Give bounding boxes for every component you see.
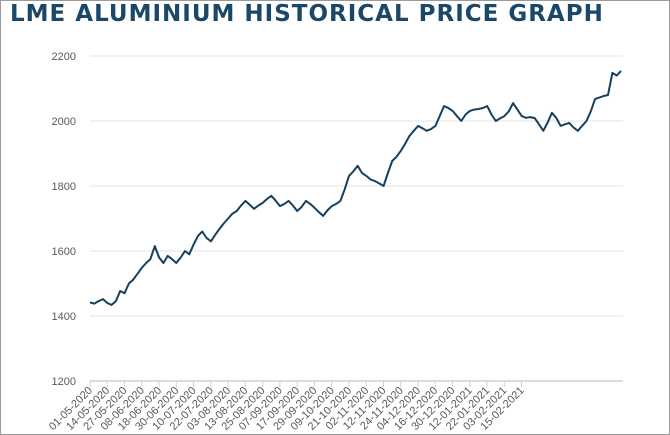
chart-title: LME ALUMINIUM HISTORICAL PRICE GRAPH [10, 1, 604, 27]
y-tick-label: 2200 [52, 51, 76, 63]
y-tick-label: 1200 [52, 376, 76, 388]
y-tick-label: 1600 [52, 246, 76, 258]
y-tick-label: 2000 [52, 116, 76, 128]
price-line [89, 70, 622, 306]
y-tick-label: 1400 [52, 311, 76, 323]
y-tick-label: 1800 [52, 181, 76, 193]
